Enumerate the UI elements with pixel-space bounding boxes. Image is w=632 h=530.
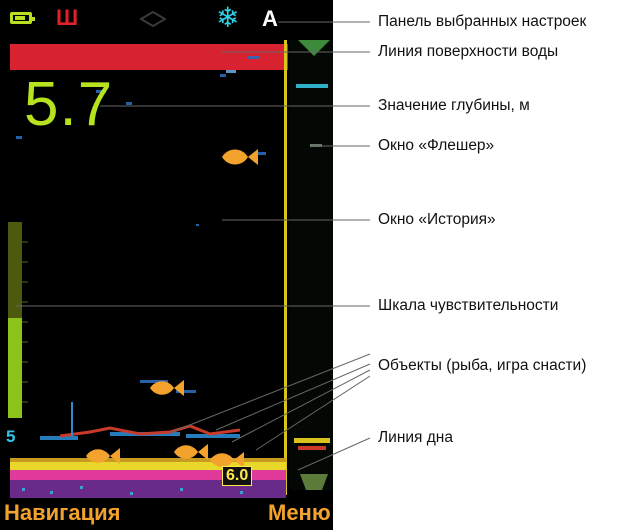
fish-icon: [210, 452, 244, 468]
callout-settings-panel: Панель выбранных настроек: [378, 13, 587, 30]
callout-depth-value: Значение глубины, м: [378, 97, 530, 114]
mode-indicator: A: [262, 6, 278, 31]
depth-value: 5.7: [24, 70, 114, 139]
battery-icon: [10, 12, 35, 24]
settings-panel: [0, 0, 333, 40]
cursor-line: [284, 40, 287, 495]
fish-icon: [140, 10, 166, 28]
sensitivity-scale: [8, 222, 28, 418]
fish-icon: [86, 448, 120, 464]
callout-flasher-window: Окно «Флешер»: [378, 137, 495, 154]
softkey-bar: [0, 498, 333, 530]
callout-objects: Объекты (рыба, игра снасти): [378, 357, 587, 374]
callout-sensitivity-scale: Шкала чувствительности: [378, 297, 559, 314]
bottom-echo: [60, 402, 241, 438]
sonar-screen: Ш ❄ A 5.: [0, 0, 333, 530]
navigation-softkey[interactable]: Навигация: [4, 500, 121, 525]
menu-softkey[interactable]: Меню: [268, 500, 331, 525]
scale-mark: 5: [6, 427, 16, 446]
flasher-marks: [294, 84, 330, 450]
bottom-depth-tag: 6.0: [222, 466, 253, 486]
bottom-line: [10, 458, 286, 498]
fish-icon: [174, 444, 208, 460]
sh-icon: Ш: [56, 5, 79, 30]
callout-bottom-line: Линия дна: [378, 429, 453, 446]
snowflake-icon: ❄: [216, 2, 240, 33]
fish-icon: [150, 380, 184, 396]
flasher-surface-mark: [298, 40, 330, 56]
callout-history-window: Окно «История»: [378, 211, 496, 228]
flasher-bottom-mark: [300, 474, 328, 490]
fish-icon: [222, 149, 258, 165]
water-surface-line: [10, 44, 288, 70]
callout-surface-line: Линия поверхности воды: [378, 43, 559, 60]
